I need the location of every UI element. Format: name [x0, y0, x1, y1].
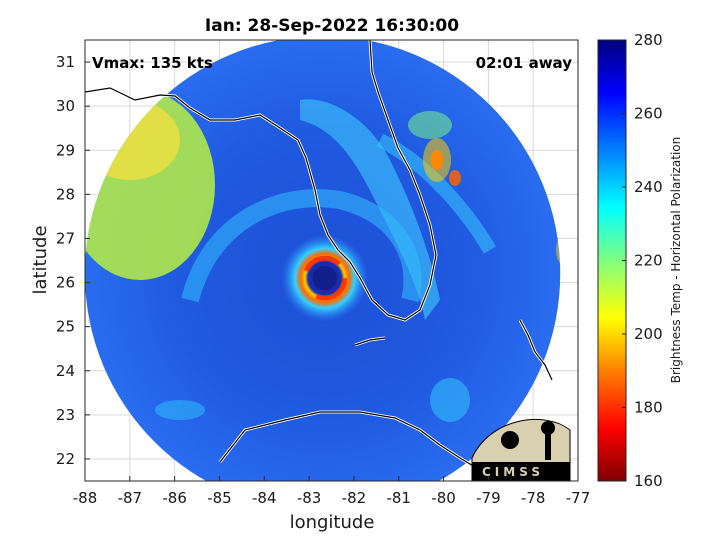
cimss-logo: CIMSS [471, 418, 571, 482]
logo-tower [545, 430, 551, 460]
y-tick-label: 29 [56, 141, 75, 159]
cuba-coast-dark [219, 411, 481, 471]
x-tick-label: -83 [297, 489, 322, 507]
y-tick-label: 27 [56, 229, 75, 247]
vmax-annotation: Vmax: 135 kts [92, 54, 213, 72]
y-tick-label: 28 [56, 185, 75, 203]
colorbar-tick-label: 280 [634, 31, 663, 49]
x-tick-label: -78 [521, 489, 546, 507]
gulf-coast-dark [85, 40, 437, 321]
convection-cell-2 [449, 170, 461, 186]
colorbar-tick-label: 200 [634, 325, 663, 343]
x-tick-label: -77 [566, 489, 591, 507]
bahamas-dark [519, 319, 553, 381]
x-tick-label: -79 [476, 489, 501, 507]
y-tick-label: 30 [56, 97, 75, 115]
colorbar [597, 39, 627, 482]
convection-cell-1-halo [423, 138, 451, 182]
x-tick-label: -84 [252, 489, 277, 507]
plot-frame [84, 39, 579, 482]
x-tick-label: -85 [207, 489, 232, 507]
x-tick-labels: -88 -87 -86 -85 -84 -83 -82 -81 -80 -79 -78 -77 [73, 476, 591, 507]
coastlines-dark [85, 40, 553, 471]
y-tick-label: 26 [56, 274, 75, 292]
colorbar-tick-label: 220 [634, 252, 663, 270]
x-tick-label: -88 [73, 489, 98, 507]
y-tick-label: 22 [56, 450, 75, 468]
storm-eye [312, 266, 337, 291]
x-tick-label: -87 [118, 489, 143, 507]
y-tick-label: 24 [56, 362, 75, 380]
logo-text: CIMSS [482, 465, 544, 479]
cyan-patch-southwest [155, 400, 205, 420]
logo-dish [501, 431, 519, 449]
rain-band-outer [181, 189, 422, 303]
y-tick-label: 31 [56, 53, 75, 71]
x-tick-label: -80 [431, 489, 456, 507]
cyan-patch-south [430, 378, 470, 422]
logo-tower-top [541, 421, 555, 435]
colorbar-label: Brightness Temp - Horizontal Polarizatio… [669, 137, 683, 384]
x-tick-label: -81 [386, 489, 411, 507]
cyan-patch-north [408, 111, 452, 139]
keys-dark [354, 337, 386, 346]
colorbar-tick-label: 180 [634, 399, 663, 417]
y-axis-label: latitude [30, 225, 51, 294]
colorbar-tick-label: 160 [634, 472, 663, 490]
x-tick-label: -86 [162, 489, 187, 507]
y-tick-labels: 22 23 24 25 26 27 28 29 30 31 [56, 53, 90, 468]
time-away-annotation: 02:01 away [476, 54, 573, 72]
colorbar-tick-label: 260 [634, 105, 663, 123]
colorbar-tick-label: 240 [634, 178, 663, 196]
colorbar-ticks: 160 180 200 220 240 260 280 [622, 31, 663, 490]
rain-band-east [376, 133, 497, 254]
x-tick-label: -82 [342, 489, 367, 507]
logo-band [472, 462, 570, 481]
y-tick-label: 23 [56, 406, 75, 424]
x-axis-label: longitude [290, 512, 375, 533]
storm-eye-red-arc [302, 255, 348, 301]
swath-image [85, 40, 561, 481]
chart-title: Ian: 28-Sep-2022 16:30:00 [205, 16, 459, 36]
y-tick-label: 25 [56, 318, 75, 336]
